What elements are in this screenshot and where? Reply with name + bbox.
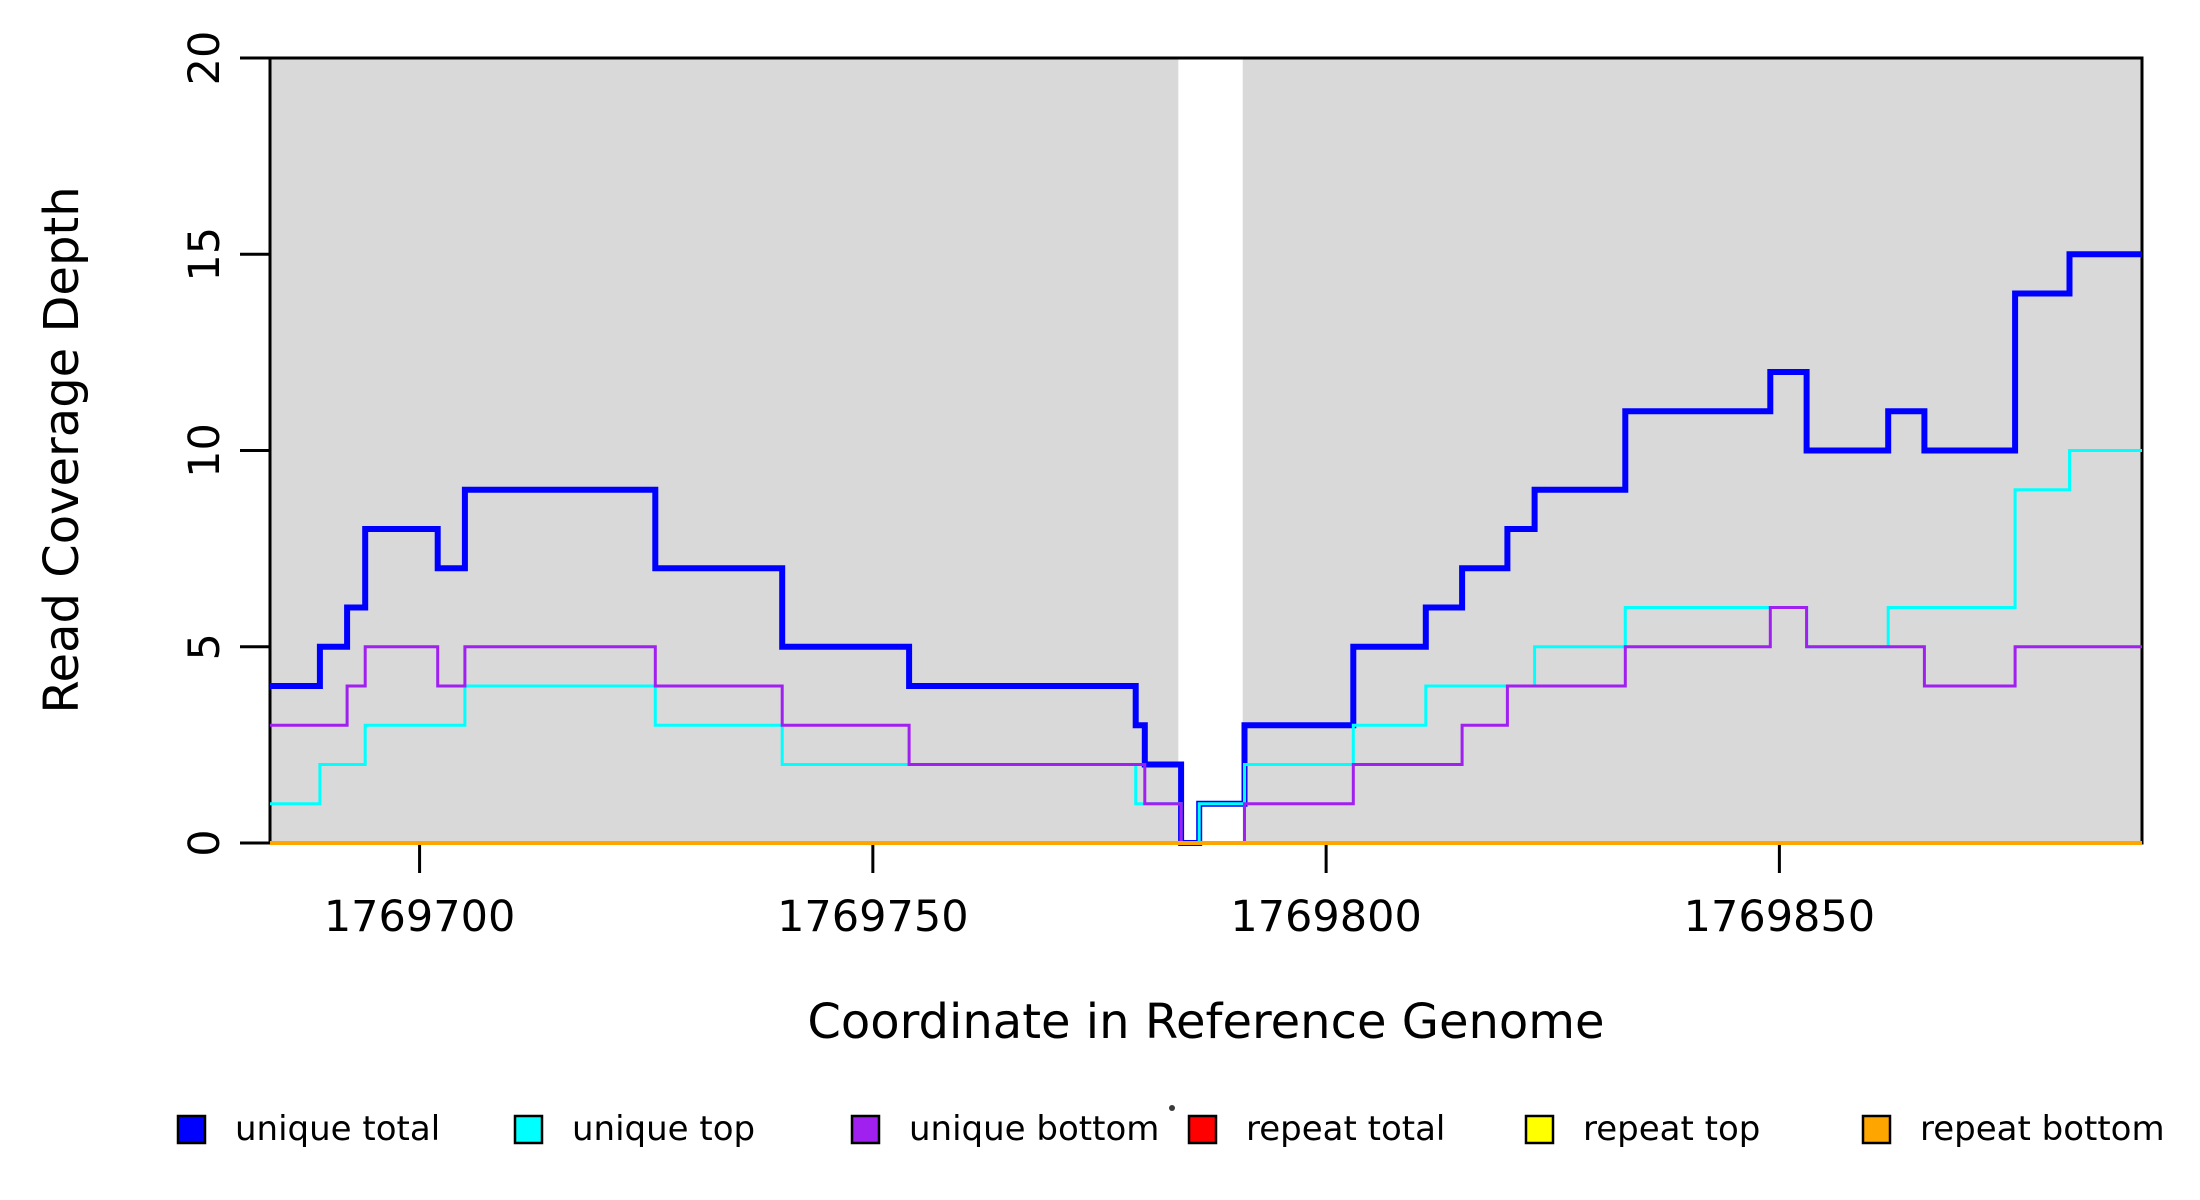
y-axis-tick-label: 20 (180, 31, 230, 86)
x-axis-tick-label: 1769750 (777, 892, 969, 942)
legend-swatch (1524, 1114, 1555, 1145)
legend-item-unique-total: unique total (176, 1109, 440, 1149)
legend-item-label: unique total (235, 1109, 440, 1149)
legend-swatch (1187, 1114, 1218, 1145)
legend-item-repeat-bottom: repeat bottom (1861, 1109, 2165, 1149)
series-line-unique-top (270, 449, 2142, 845)
legend-item-label: repeat top (1583, 1109, 1760, 1149)
x-axis-tick-label: 1769800 (1230, 892, 1422, 942)
y-axis-tick-label: 10 (180, 423, 230, 478)
x-axis-tick-label: 1769850 (1684, 892, 1876, 942)
stray-mark (1169, 1105, 1175, 1111)
y-axis-title: Read Coverage Depth (34, 186, 90, 713)
axes: 1769700 1769750 1769800 1769850 0 5 10 15 20 (180, 31, 1875, 942)
y-axis-tick-label: 5 (180, 633, 230, 660)
legend-item-repeat-total: repeat total (1187, 1109, 1445, 1149)
legend-item-label: unique top (572, 1109, 755, 1149)
legend-item-label: unique bottom (909, 1109, 1159, 1149)
x-axis-title: Coordinate in Reference Genome (807, 994, 1604, 1050)
legend-item-unique-top: unique top (513, 1109, 755, 1149)
legend-item-label: repeat total (1246, 1109, 1445, 1149)
legend-item-label: repeat bottom (1920, 1109, 2165, 1149)
y-axis-tick-label: 15 (180, 227, 230, 282)
coverage-step-lines (270, 251, 2142, 846)
legend: unique total unique top unique bottom repea… (176, 1109, 2165, 1149)
x-axis-tick-label: 1769700 (324, 892, 516, 942)
unique-region-band (270, 58, 1179, 843)
legend-swatch (850, 1114, 881, 1145)
y-axis-tick-label: 0 (180, 829, 230, 856)
legend-swatch (176, 1114, 207, 1145)
legend-swatch (1861, 1114, 1892, 1145)
legend-item-repeat-top: repeat top (1524, 1109, 1760, 1149)
legend-swatch (513, 1114, 544, 1145)
legend-item-unique-bottom: unique bottom (850, 1109, 1159, 1149)
